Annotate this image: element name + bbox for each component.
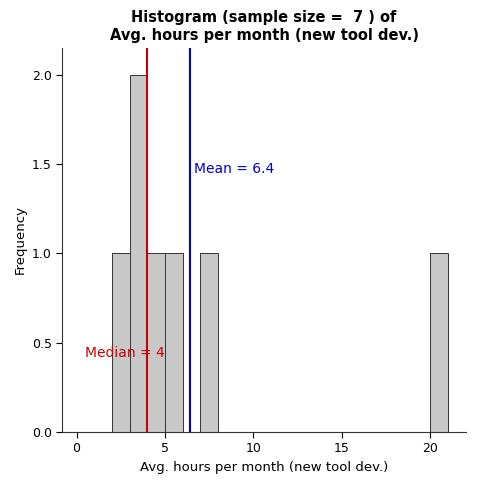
Bar: [430, 253, 448, 432]
Bar: [147, 253, 165, 432]
Text: Median = 4: Median = 4: [85, 346, 165, 360]
Title: Histogram (sample size =  7 ) of
Avg. hours per month (new tool dev.): Histogram (sample size = 7 ) of Avg. hou…: [109, 10, 419, 43]
Text: Mean = 6.4: Mean = 6.4: [194, 162, 275, 176]
Bar: [200, 253, 218, 432]
Y-axis label: Frequency: Frequency: [13, 205, 26, 275]
X-axis label: Avg. hours per month (new tool dev.): Avg. hours per month (new tool dev.): [140, 461, 388, 474]
Bar: [165, 253, 183, 432]
Bar: [130, 75, 147, 432]
Bar: [112, 253, 130, 432]
